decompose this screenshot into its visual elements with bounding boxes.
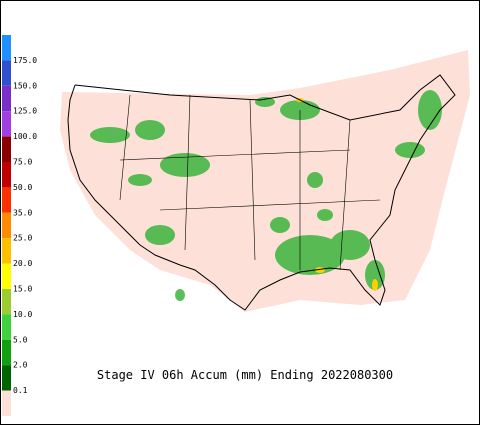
legend-label: 2.0	[13, 361, 28, 370]
legend-swatch	[2, 212, 11, 239]
legend-label: 5.0	[13, 335, 28, 344]
legend-label: 35.0	[13, 208, 32, 217]
caption: Stage IV 06h Accum (mm) Ending 202208030…	[97, 368, 393, 382]
legend-label: 15.0	[13, 285, 32, 294]
legend: 175.0 150.0 125.0 100.0 75.0 50.0 35.0 25.0 20.0…	[2, 35, 37, 416]
legend-swatch	[2, 35, 11, 61]
legend-label: 100.0	[13, 132, 37, 141]
precip-areas	[90, 90, 442, 301]
legend-swatch	[2, 365, 11, 391]
legend-swatch	[2, 85, 11, 112]
legend-label: 175.0	[13, 56, 37, 65]
legend-label: 150.0	[13, 81, 37, 90]
legend-label: 50.0	[13, 183, 32, 192]
legend-swatch	[2, 339, 11, 366]
legend-swatch	[2, 263, 11, 289]
legend-swatch	[2, 187, 11, 213]
legend-swatch	[2, 111, 11, 137]
legend-swatch	[2, 60, 11, 86]
legend-swatch	[2, 390, 11, 416]
legend-swatch	[2, 136, 11, 162]
legend-label: 0.1	[13, 386, 28, 395]
legend-label: 10.0	[13, 310, 32, 319]
legend-swatch	[2, 314, 11, 340]
map	[60, 50, 470, 312]
us-outline	[67, 74, 456, 311]
legend-swatch	[2, 289, 11, 315]
legend-label: 125.0	[13, 107, 37, 116]
legend-swatch	[2, 162, 11, 188]
legend-swatch	[2, 238, 11, 264]
legend-label: 25.0	[13, 234, 32, 243]
legend-label: 20.0	[13, 259, 32, 268]
state-borders	[119, 94, 381, 271]
legend-label: 75.0	[13, 158, 32, 167]
